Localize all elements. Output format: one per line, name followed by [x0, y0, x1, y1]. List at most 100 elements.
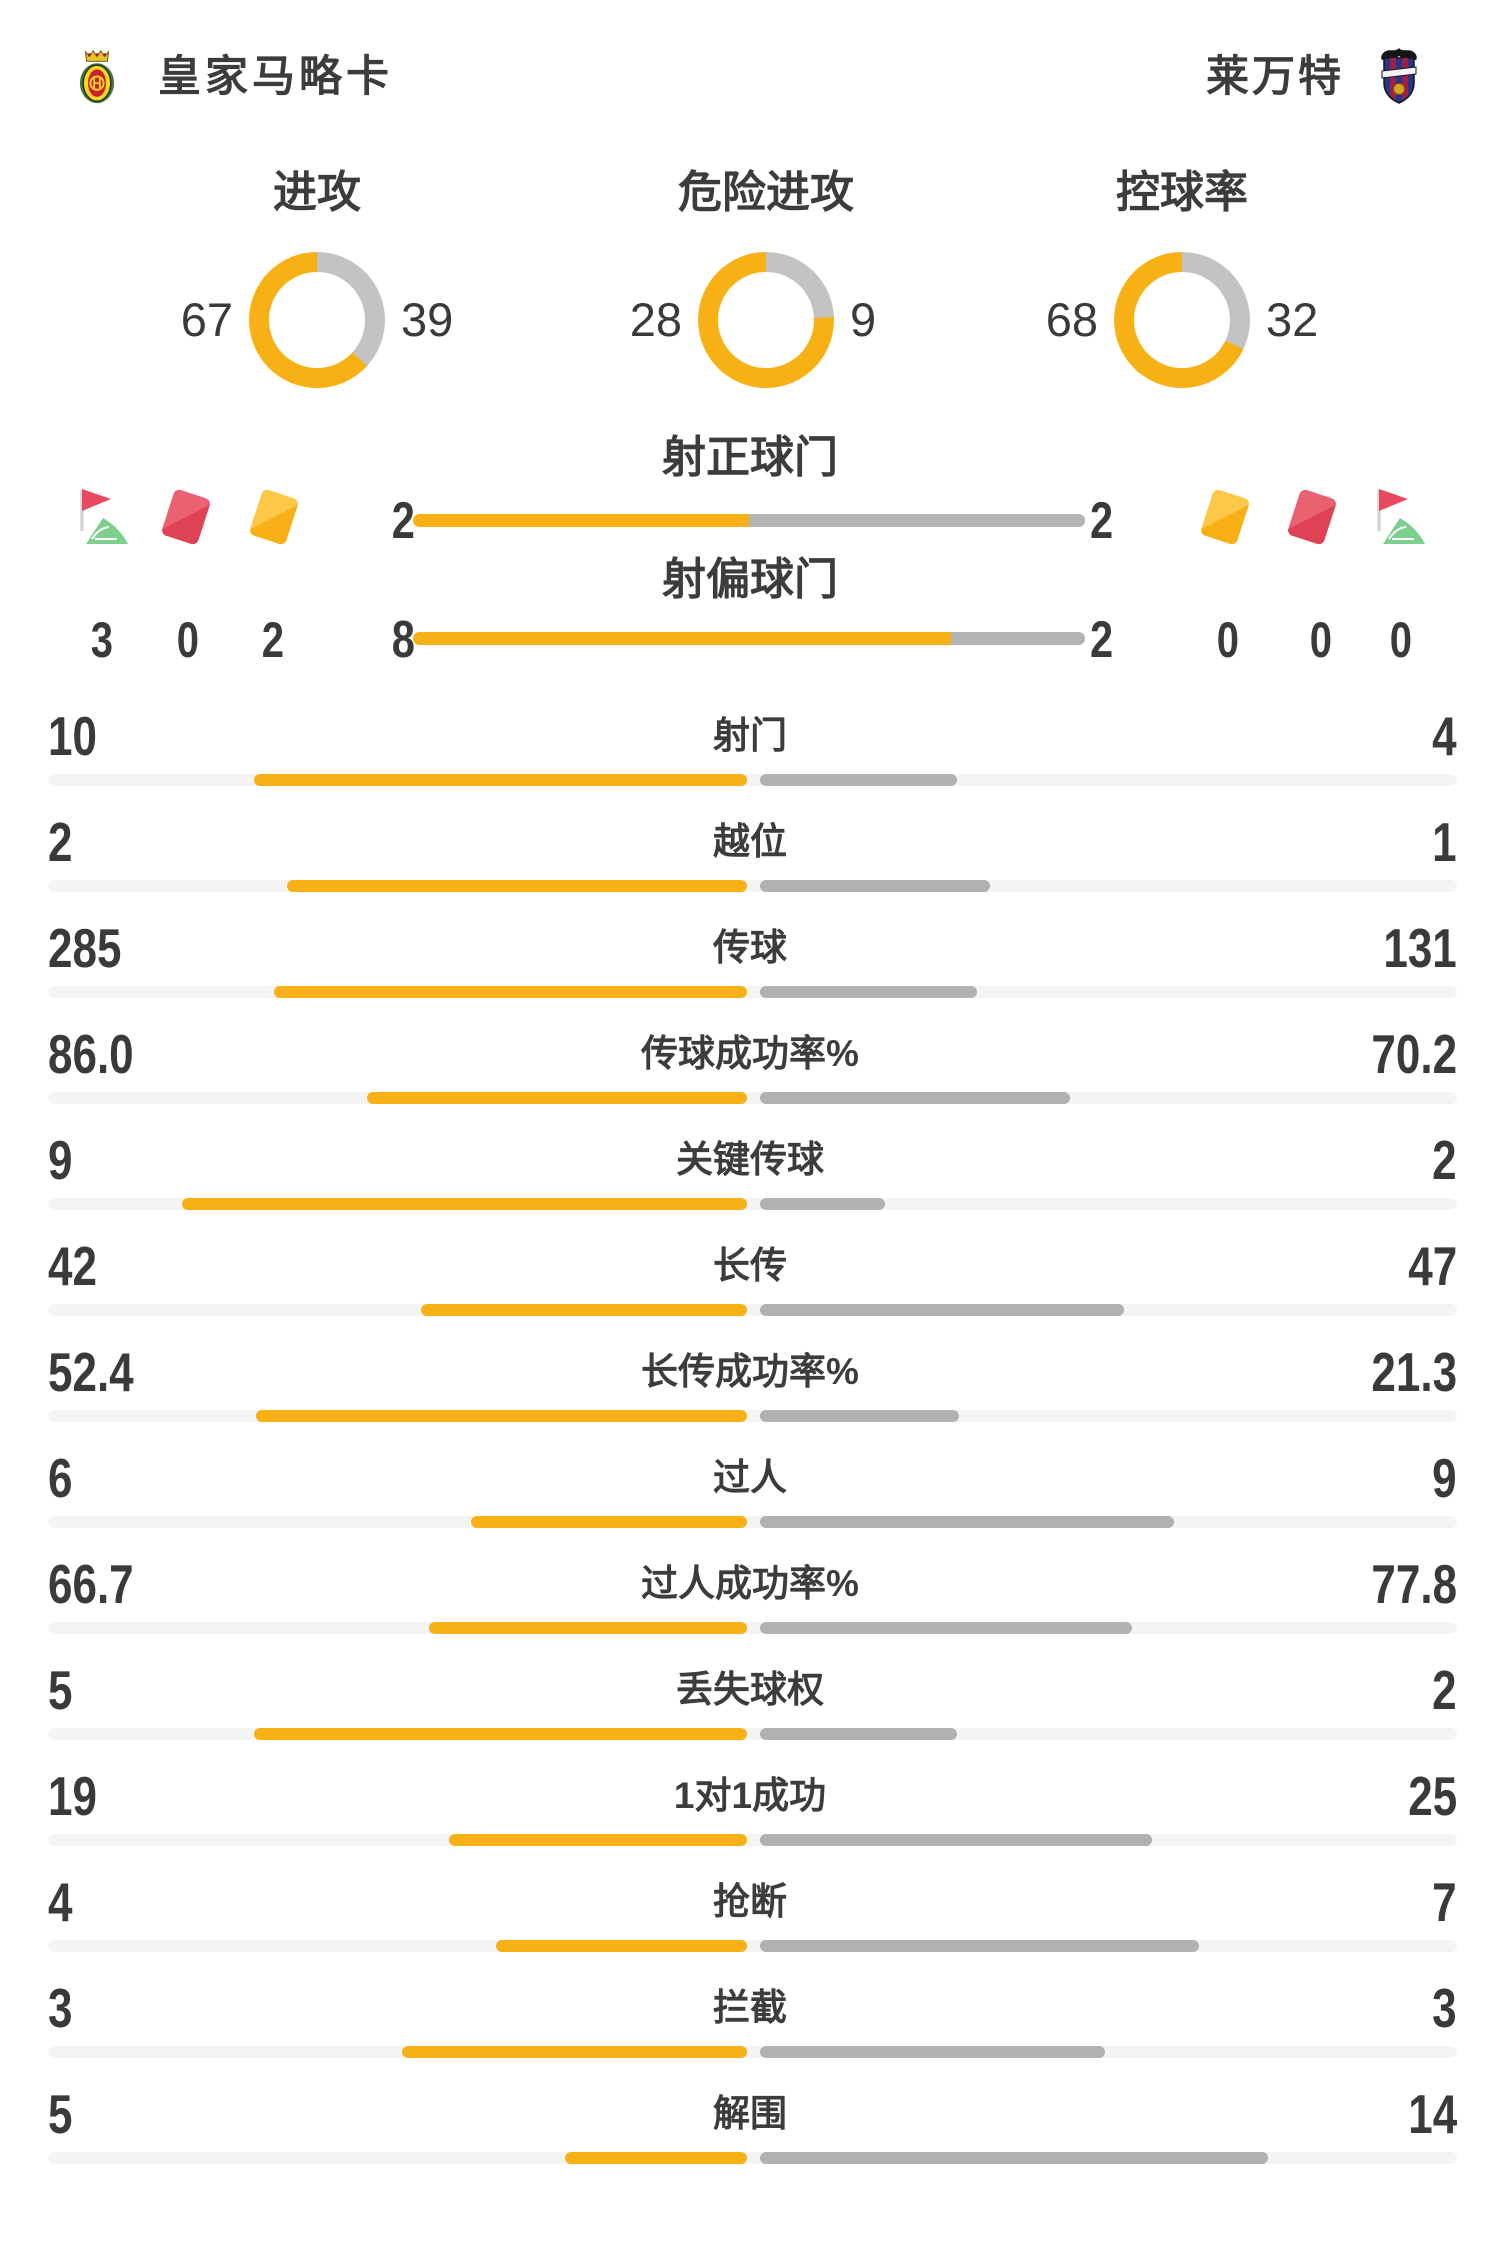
stat-label: 长传成功率%	[641, 1351, 859, 1392]
stat-away-value: 131	[1383, 917, 1457, 979]
shots-on-target-title: 射正球门	[662, 433, 838, 482]
stat-bar	[48, 1092, 1457, 1104]
away-team-crest-icon	[1374, 47, 1424, 109]
attacks-donut-title: 进攻	[273, 168, 361, 217]
stat-label: 传球	[713, 927, 787, 968]
shots-off-target-bar	[413, 632, 1085, 645]
stat-bar	[48, 880, 1457, 892]
shots-off-target-title: 射偏球门	[662, 555, 838, 604]
stat-away-value: 14	[1408, 2083, 1457, 2145]
stat-away-value: 21.3	[1371, 1341, 1457, 1403]
stat-row-pass-accuracy: 86.0 传球成功率% 70.2	[0, 1002, 1500, 1108]
away-red-card-icon	[1286, 488, 1338, 546]
home-team-name[interactable]: 皇家马略卡	[158, 53, 393, 101]
stat-row-long-balls: 42 长传 47	[0, 1214, 1500, 1320]
stat-home-value: 285	[48, 917, 122, 979]
stat-bar	[48, 986, 1457, 998]
stat-row-clearances: 5 解围 14	[0, 2062, 1500, 2168]
possession-donut-chart: 控球率 68 32	[1046, 168, 1318, 388]
stat-label: 过人	[713, 1457, 787, 1498]
stat-home-value: 4	[48, 1871, 73, 1933]
stat-home-value: 52.4	[48, 1341, 134, 1403]
stat-bar	[48, 2152, 1457, 2164]
stat-bar	[48, 1410, 1457, 1422]
shots-on-target-home-value: 2	[391, 492, 415, 550]
stat-home-value: 2	[48, 811, 73, 873]
away-yellow-cards-count: 0	[1216, 612, 1240, 668]
stat-label: 传球成功率%	[641, 1033, 859, 1074]
home-team-crest-icon	[78, 48, 116, 110]
stat-label: 1对1成功	[673, 1775, 827, 1816]
attacks-home-value: 67	[180, 293, 233, 346]
away-team-name[interactable]: 莱万特	[1206, 53, 1344, 101]
stat-away-value: 2	[1432, 1659, 1457, 1721]
stat-row-long-ball-accuracy: 52.4 长传成功率% 21.3	[0, 1320, 1500, 1426]
home-red-cards-count: 0	[176, 612, 200, 668]
stat-row-dribble-success: 66.7 过人成功率% 77.8	[0, 1532, 1500, 1638]
stat-row-interceptions: 3 拦截 3	[0, 1956, 1500, 2062]
dangerous-attacks-donut-chart: 危险进攻 28 9	[630, 168, 876, 388]
stat-bar	[48, 2046, 1457, 2058]
stat-away-value: 9	[1432, 1447, 1457, 1509]
stat-home-value: 5	[48, 2083, 73, 2145]
attacks-donut-ring	[249, 252, 385, 388]
possession-donut-ring	[1114, 252, 1250, 388]
stat-row-offsides: 2 越位 1	[0, 790, 1500, 896]
stat-home-value: 9	[48, 1129, 73, 1191]
home-yellow-cards-count: 2	[261, 612, 285, 668]
stat-row-duels-won: 19 1对1成功 25	[0, 1744, 1500, 1850]
stat-row-tackles: 4 抢断 7	[0, 1850, 1500, 1956]
stat-row-passes: 285 传球 131	[0, 896, 1500, 1002]
home-red-card-icon	[160, 488, 212, 546]
stat-home-value: 3	[48, 1977, 73, 2039]
stat-bar	[48, 1198, 1457, 1210]
stat-away-value: 1	[1432, 811, 1457, 873]
away-red-cards-count: 0	[1309, 612, 1333, 668]
away-yellow-card-icon	[1199, 488, 1251, 546]
shots-on-target-away-value: 2	[1090, 492, 1114, 550]
stat-label: 越位	[713, 821, 787, 862]
stat-row-possession-lost: 5 丢失球权 2	[0, 1638, 1500, 1744]
stat-home-value: 86.0	[48, 1023, 134, 1085]
stat-bar	[48, 1940, 1457, 1952]
stat-bar	[48, 1728, 1457, 1740]
home-corners-count: 3	[90, 612, 114, 668]
stat-home-value: 42	[48, 1235, 97, 1297]
stat-row-key-passes: 9 关键传球 2	[0, 1108, 1500, 1214]
stat-label: 抢断	[713, 1881, 787, 1922]
away-corner-flag-icon	[1370, 487, 1426, 550]
team-header: 皇家马略卡 莱万特	[0, 0, 1500, 130]
dangerous-attacks-away-value: 9	[850, 293, 877, 346]
stat-away-value: 2	[1432, 1129, 1457, 1191]
stat-home-value: 5	[48, 1659, 73, 1721]
stat-home-value: 66.7	[48, 1553, 134, 1615]
dangerous-attacks-donut-title: 危险进攻	[678, 168, 854, 217]
shots-off-target-home-value: 8	[391, 611, 415, 669]
stat-bar	[48, 774, 1457, 786]
stat-label: 关键传球	[676, 1139, 824, 1180]
stat-home-value: 19	[48, 1765, 97, 1827]
stat-away-value: 25	[1408, 1765, 1457, 1827]
stat-away-value: 47	[1408, 1235, 1457, 1297]
stat-label: 丢失球权	[676, 1669, 824, 1710]
stat-away-value: 3	[1432, 1977, 1457, 2039]
away-corners-count: 0	[1389, 612, 1413, 668]
stat-bar	[48, 1622, 1457, 1634]
stat-bar	[48, 1304, 1457, 1316]
possession-away-value: 32	[1266, 293, 1319, 346]
stat-away-value: 7	[1432, 1871, 1457, 1933]
stat-bar	[48, 1834, 1457, 1846]
stats-list: 10 射门 4 2 越位 1 285 传球 131 86.0 传球成功率% 70…	[0, 684, 1500, 2168]
stat-away-value: 77.8	[1371, 1553, 1457, 1615]
stat-label: 拦截	[713, 1987, 787, 2028]
home-yellow-card-icon	[248, 488, 300, 546]
stat-row-dribbles: 6 过人 9	[0, 1426, 1500, 1532]
attacks-away-value: 39	[401, 293, 454, 346]
stat-away-value: 4	[1432, 705, 1457, 767]
possession-home-value: 68	[1045, 293, 1098, 346]
dangerous-attacks-donut-ring	[698, 252, 834, 388]
stat-label: 过人成功率%	[641, 1563, 859, 1604]
stat-label: 射门	[713, 715, 787, 756]
stat-home-value: 6	[48, 1447, 73, 1509]
